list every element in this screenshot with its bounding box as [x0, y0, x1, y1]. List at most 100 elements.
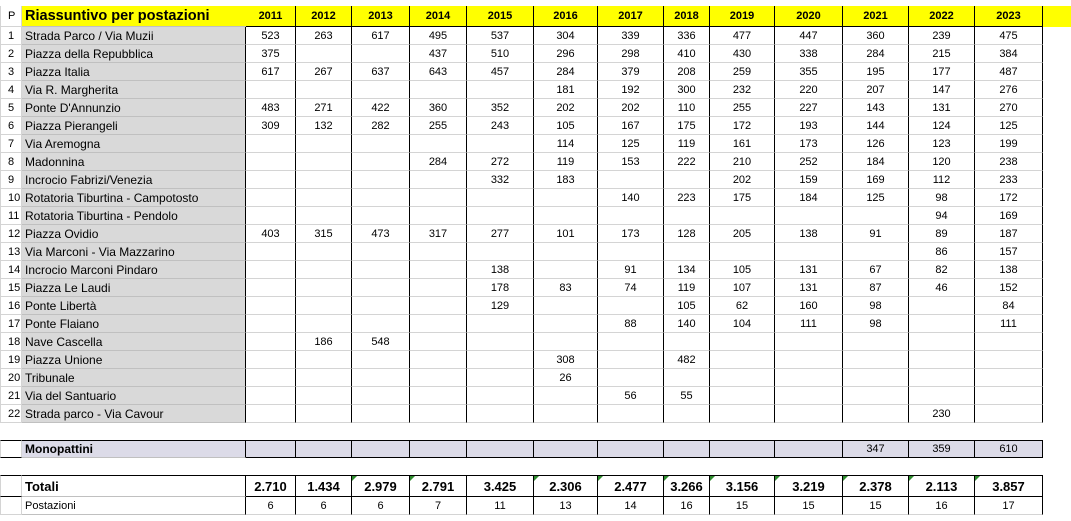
- total-cell-2018[interactable]: 3.266: [664, 475, 710, 497]
- value-cell-2022[interactable]: [909, 315, 975, 333]
- total-cell-2015[interactable]: 3.425: [467, 475, 534, 497]
- value-cell-2019[interactable]: 259: [710, 63, 775, 81]
- value-cell-2012[interactable]: [296, 369, 352, 387]
- value-cell-2021[interactable]: [843, 243, 909, 261]
- value-cell-2019[interactable]: [710, 243, 775, 261]
- value-cell-2020[interactable]: 160: [775, 297, 843, 315]
- value-cell-2011[interactable]: [246, 297, 296, 315]
- value-cell-2011[interactable]: [246, 405, 296, 423]
- value-cell-2015[interactable]: [467, 369, 534, 387]
- value-cell-2015[interactable]: 352: [467, 99, 534, 117]
- value-cell-2016[interactable]: 304: [534, 27, 598, 45]
- value-cell-2019[interactable]: 430: [710, 45, 775, 63]
- monopattini-cell-2013[interactable]: [352, 440, 410, 458]
- value-cell-2017[interactable]: 74: [598, 279, 664, 297]
- value-cell-2015[interactable]: [467, 207, 534, 225]
- value-cell-2013[interactable]: [352, 369, 410, 387]
- value-cell-2012[interactable]: 271: [296, 99, 352, 117]
- value-cell-2017[interactable]: 140: [598, 189, 664, 207]
- value-cell-2020[interactable]: [775, 207, 843, 225]
- value-cell-2023[interactable]: [975, 369, 1043, 387]
- value-cell-2023[interactable]: 169: [975, 207, 1043, 225]
- value-cell-2023[interactable]: 475: [975, 27, 1043, 45]
- value-cell-2013[interactable]: 282: [352, 117, 410, 135]
- value-cell-2021[interactable]: [843, 351, 909, 369]
- value-cell-2020[interactable]: [775, 369, 843, 387]
- value-cell-2020[interactable]: 173: [775, 135, 843, 153]
- value-cell-2019[interactable]: [710, 387, 775, 405]
- value-cell-2019[interactable]: 62: [710, 297, 775, 315]
- location-name[interactable]: Via Marconi - Via Mazzarino: [22, 243, 246, 261]
- value-cell-2021[interactable]: [843, 369, 909, 387]
- value-cell-2020[interactable]: 159: [775, 171, 843, 189]
- value-cell-2022[interactable]: 131: [909, 99, 975, 117]
- value-cell-2014[interactable]: [410, 135, 467, 153]
- value-cell-2014[interactable]: [410, 189, 467, 207]
- postazioni-cell-2013[interactable]: 6: [352, 497, 410, 515]
- value-cell-2013[interactable]: 637: [352, 63, 410, 81]
- value-cell-2020[interactable]: 193: [775, 117, 843, 135]
- value-cell-2016[interactable]: 105: [534, 117, 598, 135]
- value-cell-2013[interactable]: 617: [352, 27, 410, 45]
- value-cell-2013[interactable]: [352, 279, 410, 297]
- value-cell-2023[interactable]: [975, 387, 1043, 405]
- value-cell-2013[interactable]: [352, 207, 410, 225]
- value-cell-2020[interactable]: [775, 351, 843, 369]
- total-cell-2023[interactable]: 3.857: [975, 475, 1043, 497]
- value-cell-2019[interactable]: 172: [710, 117, 775, 135]
- value-cell-2014[interactable]: [410, 297, 467, 315]
- value-cell-2013[interactable]: [352, 243, 410, 261]
- location-name[interactable]: Via Aremogna: [22, 135, 246, 153]
- value-cell-2015[interactable]: [467, 135, 534, 153]
- value-cell-2014[interactable]: 437: [410, 45, 467, 63]
- value-cell-2023[interactable]: [975, 405, 1043, 423]
- value-cell-2022[interactable]: 46: [909, 279, 975, 297]
- location-name[interactable]: Strada parco - Via Cavour: [22, 405, 246, 423]
- value-cell-2016[interactable]: [534, 405, 598, 423]
- value-cell-2023[interactable]: [975, 333, 1043, 351]
- year-header-cell-2017[interactable]: 2017: [598, 6, 664, 27]
- value-cell-2020[interactable]: 131: [775, 279, 843, 297]
- value-cell-2015[interactable]: [467, 351, 534, 369]
- total-cell-2020[interactable]: 3.219: [775, 475, 843, 497]
- postazioni-cell-2021[interactable]: 15: [843, 497, 909, 515]
- value-cell-2012[interactable]: [296, 171, 352, 189]
- value-cell-2014[interactable]: [410, 279, 467, 297]
- value-cell-2023[interactable]: 238: [975, 153, 1043, 171]
- monopattini-cell-2023[interactable]: 610: [975, 440, 1043, 458]
- value-cell-2015[interactable]: 510: [467, 45, 534, 63]
- value-cell-2011[interactable]: [246, 387, 296, 405]
- value-cell-2020[interactable]: 184: [775, 189, 843, 207]
- value-cell-2011[interactable]: [246, 81, 296, 99]
- value-cell-2022[interactable]: 89: [909, 225, 975, 243]
- value-cell-2012[interactable]: [296, 243, 352, 261]
- value-cell-2015[interactable]: [467, 81, 534, 99]
- year-header-cell-2020[interactable]: 2020: [775, 6, 843, 27]
- year-header-cell-2022[interactable]: 2022: [909, 6, 975, 27]
- value-cell-2016[interactable]: 296: [534, 45, 598, 63]
- value-cell-2020[interactable]: 111: [775, 315, 843, 333]
- value-cell-2017[interactable]: 153: [598, 153, 664, 171]
- value-cell-2021[interactable]: 207: [843, 81, 909, 99]
- value-cell-2023[interactable]: 276: [975, 81, 1043, 99]
- postazioni-cell-2020[interactable]: 15: [775, 497, 843, 515]
- value-cell-2018[interactable]: 222: [664, 153, 710, 171]
- value-cell-2017[interactable]: [598, 243, 664, 261]
- value-cell-2019[interactable]: 205: [710, 225, 775, 243]
- value-cell-2014[interactable]: [410, 171, 467, 189]
- value-cell-2019[interactable]: 477: [710, 27, 775, 45]
- value-cell-2014[interactable]: [410, 387, 467, 405]
- value-cell-2017[interactable]: [598, 297, 664, 315]
- value-cell-2011[interactable]: [246, 189, 296, 207]
- value-cell-2017[interactable]: 167: [598, 117, 664, 135]
- value-cell-2018[interactable]: [664, 405, 710, 423]
- value-cell-2021[interactable]: 169: [843, 171, 909, 189]
- value-cell-2019[interactable]: [710, 207, 775, 225]
- location-name[interactable]: Incrocio Fabrizi/Venezia: [22, 171, 246, 189]
- monopattini-cell-2022[interactable]: 359: [909, 440, 975, 458]
- postazioni-label[interactable]: Postazioni: [22, 497, 246, 515]
- value-cell-2012[interactable]: 315: [296, 225, 352, 243]
- value-cell-2018[interactable]: 140: [664, 315, 710, 333]
- monopattini-cell-2017[interactable]: [598, 440, 664, 458]
- location-name[interactable]: Incrocio Marconi Pindaro: [22, 261, 246, 279]
